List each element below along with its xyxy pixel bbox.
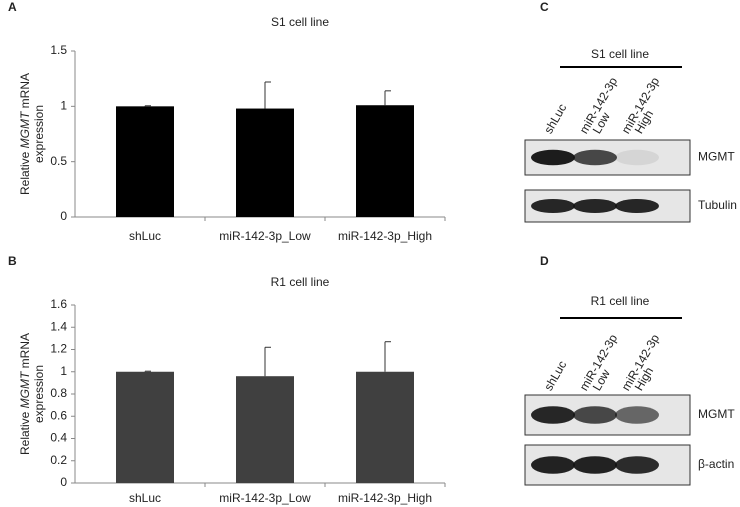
band-label: Tubulin <box>698 198 737 212</box>
band-label: β-actin <box>698 457 734 471</box>
y-axis-label-part: mRNA <box>18 73 32 112</box>
bar <box>236 108 294 217</box>
y-axis-label: expression <box>32 365 46 423</box>
band-label: MGMT <box>698 407 735 421</box>
blot-band <box>573 406 617 424</box>
y-axis-label-part: mRNA <box>18 333 32 372</box>
bar <box>356 371 414 483</box>
y-axis-label: expression <box>32 105 46 163</box>
blot-band <box>531 149 575 166</box>
y-axis-label-part: MGMT <box>18 370 32 408</box>
y-tick-label: 1.2 <box>50 342 67 356</box>
blot-band <box>573 149 617 166</box>
blot-band <box>531 406 575 424</box>
blot-band <box>615 149 659 166</box>
blot-band <box>573 456 617 474</box>
lane-label: shLuc <box>541 358 569 393</box>
y-tick-label: 1 <box>60 364 67 378</box>
y-axis-label: Relative MGMT mRNA <box>18 333 32 455</box>
y-tick-label: 0.6 <box>50 408 67 422</box>
band-label: MGMT <box>698 150 735 164</box>
panel-letter: B <box>8 254 17 268</box>
y-tick-label: 1.4 <box>50 319 67 333</box>
x-tick-label: miR-142-3p_High <box>338 491 432 505</box>
chart-title: S1 cell line <box>271 15 329 29</box>
panel-letter: D <box>540 254 549 268</box>
y-tick-label: 0.4 <box>50 431 67 445</box>
chart-title: R1 cell line <box>271 275 330 289</box>
x-tick-label: shLuc <box>129 229 161 243</box>
blot-band <box>531 198 575 214</box>
blot-band <box>573 198 617 214</box>
y-axis-label-part: Relative <box>18 408 32 455</box>
y-axis-label-part: Relative <box>18 148 32 195</box>
blot-band <box>531 456 575 474</box>
bar <box>236 376 294 483</box>
y-tick-label: 0.8 <box>50 386 67 400</box>
lane-label: shLuc <box>541 101 569 136</box>
blot-title: S1 cell line <box>591 47 649 61</box>
panel-letter: A <box>8 0 17 14</box>
y-tick-label: 0 <box>60 209 67 223</box>
blot-band <box>615 406 659 424</box>
blot-title: R1 cell line <box>591 294 650 308</box>
y-axis-label: Relative MGMT mRNA <box>18 73 32 195</box>
x-tick-label: miR-142-3p_Low <box>219 229 311 243</box>
y-tick-label: 1.6 <box>50 297 67 311</box>
x-tick-label: miR-142-3p_Low <box>219 491 311 505</box>
panel-letter: C <box>540 0 549 14</box>
bar <box>116 106 174 217</box>
y-tick-label: 1 <box>60 99 67 113</box>
blot-band <box>615 456 659 474</box>
x-tick-label: miR-142-3p_High <box>338 229 432 243</box>
y-tick-label: 0 <box>60 475 67 489</box>
x-tick-label: shLuc <box>129 491 161 505</box>
y-axis-label-part: MGMT <box>18 110 32 148</box>
y-tick-label: 0.5 <box>50 154 67 168</box>
y-tick-label: 1.5 <box>50 43 67 57</box>
bar <box>356 105 414 217</box>
blot-band <box>615 198 659 214</box>
bar <box>116 371 174 483</box>
y-tick-label: 0.2 <box>50 453 67 467</box>
